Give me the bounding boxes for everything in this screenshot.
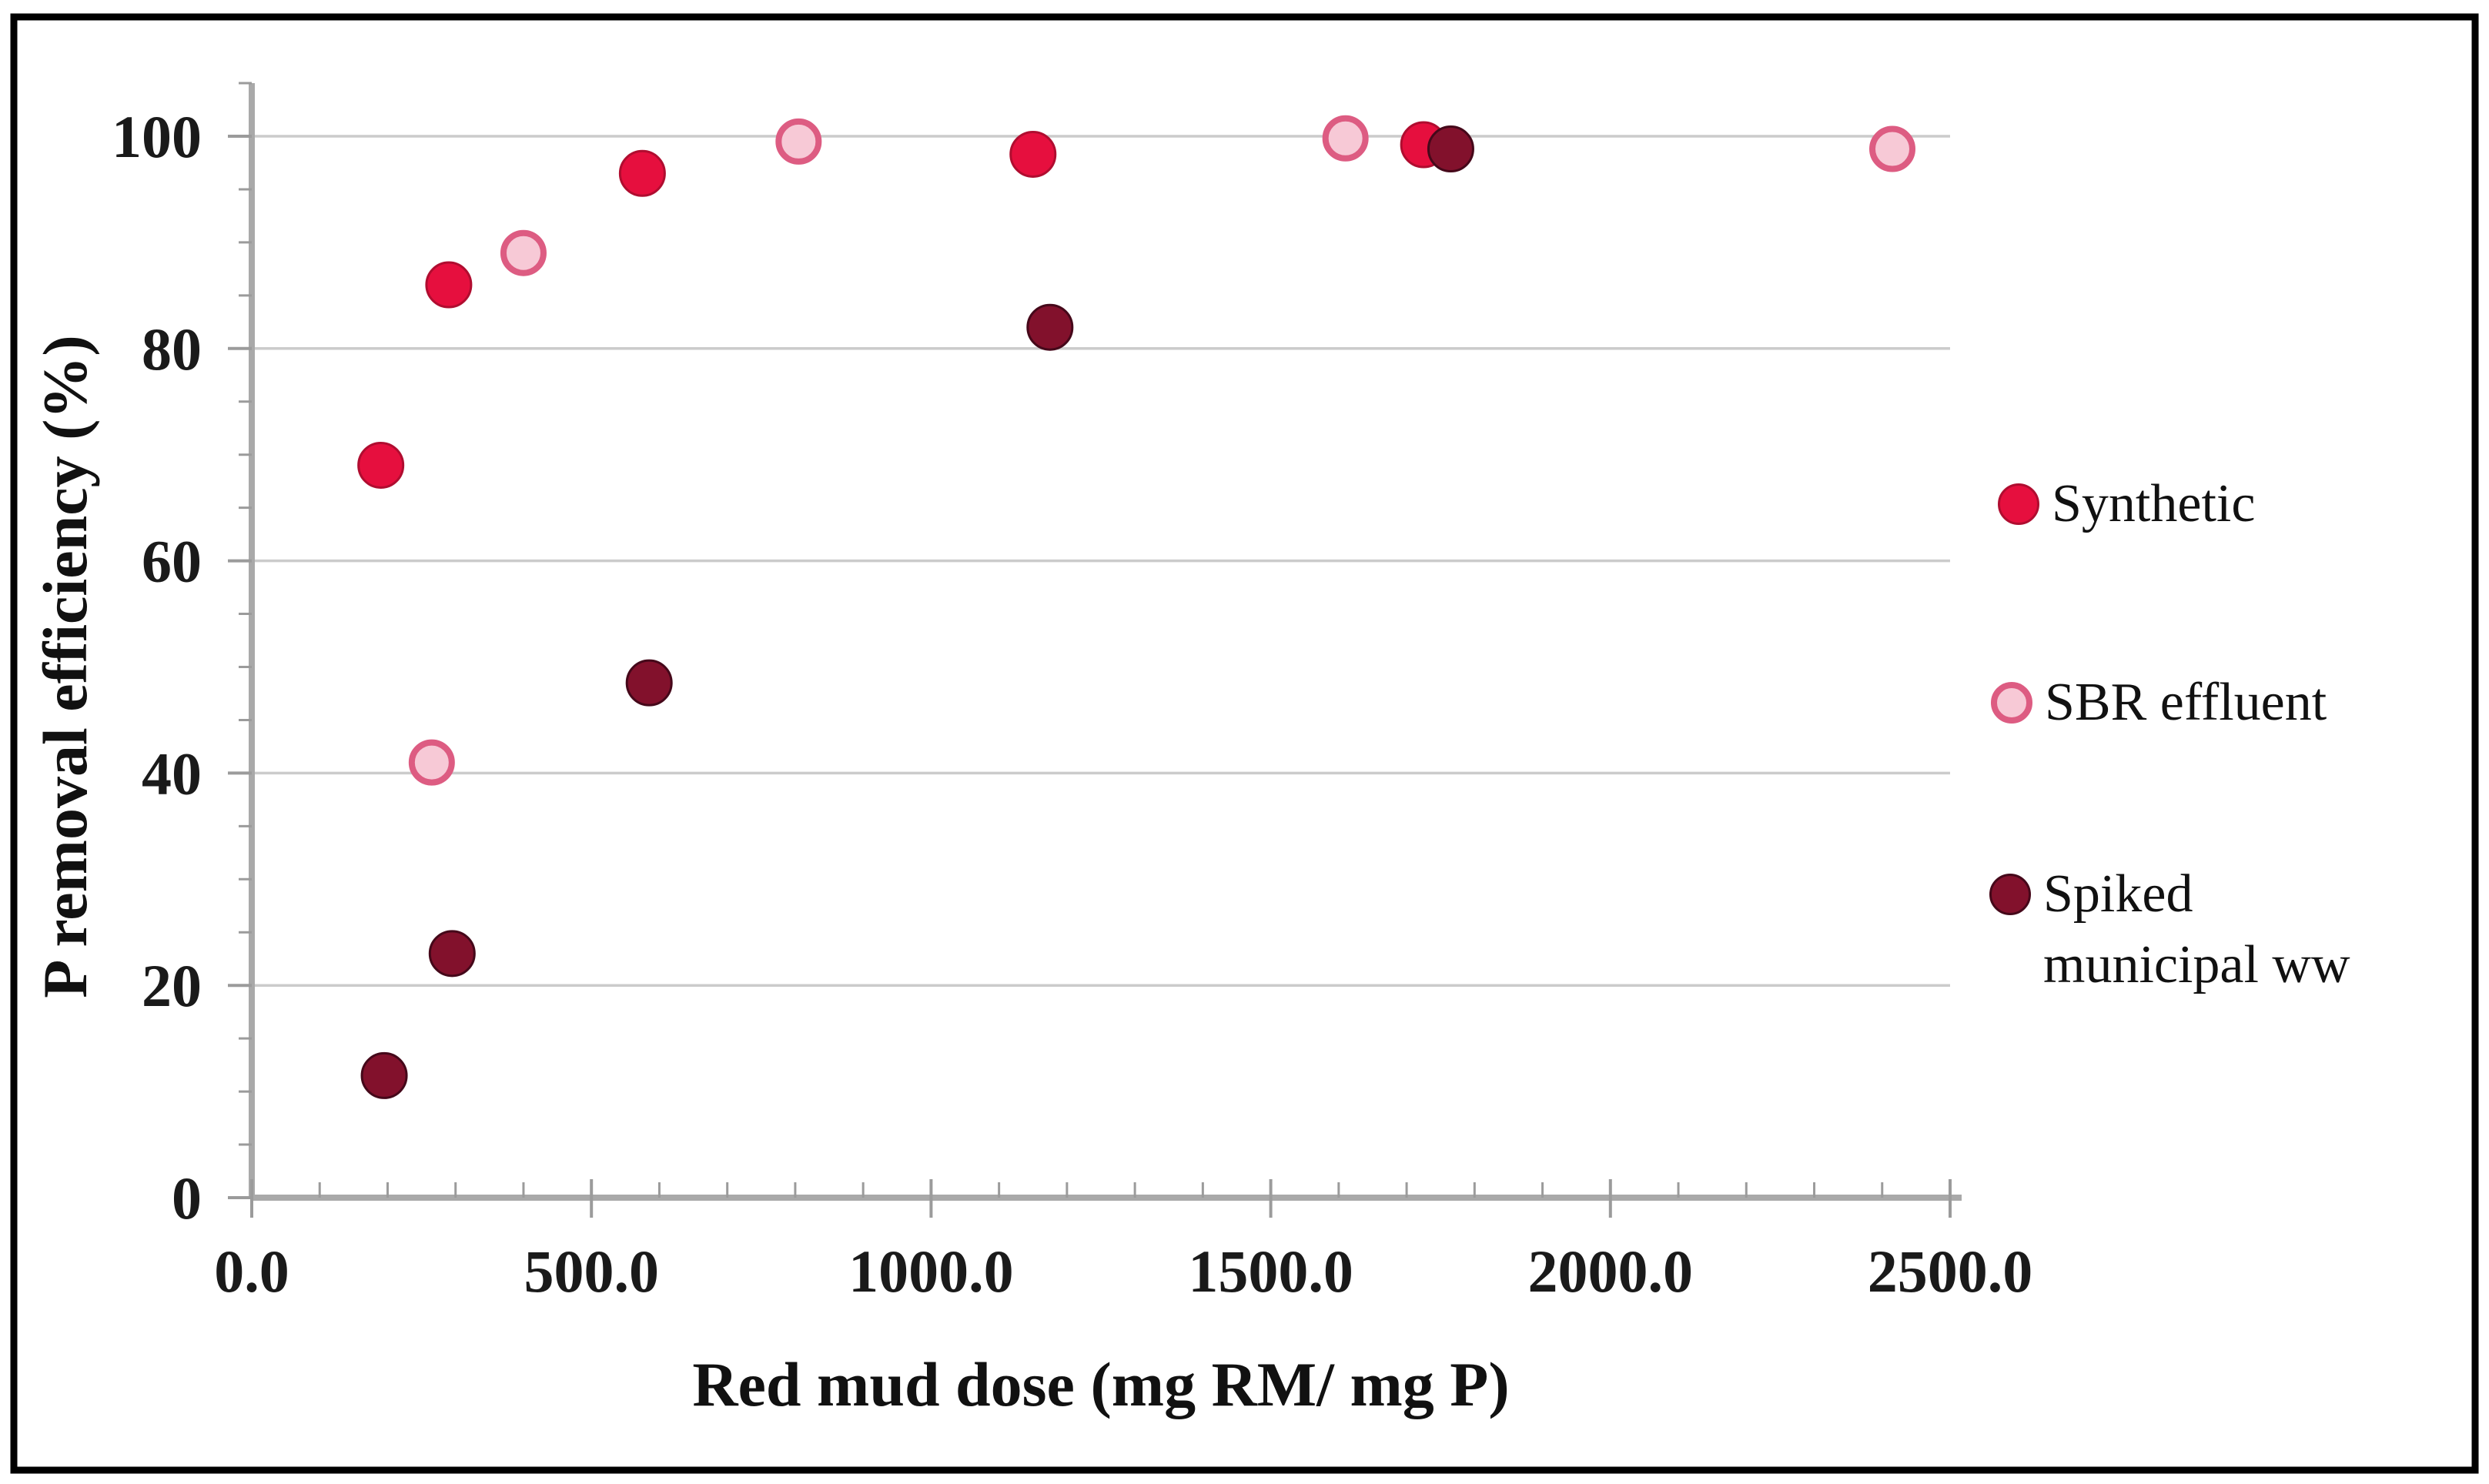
point-sbr-effluent (775, 118, 822, 165)
figure-border (10, 13, 2479, 1474)
y-tick-label-80: 80 (142, 316, 202, 383)
y-tick-label-0: 0 (172, 1165, 202, 1232)
tick-marks (228, 82, 1952, 1218)
point-sbr-effluent (1868, 125, 1915, 172)
axes (249, 83, 1962, 1201)
x-axis-title: Red mud dose (mg RM/ mg P) (692, 1349, 1509, 1419)
x-tick-label-0.0: 0.0 (214, 1238, 289, 1305)
point-sbr-effluent (1322, 115, 1369, 162)
y-tick-label-60: 60 (142, 528, 202, 595)
point-spiked-municipal-ww (1427, 125, 1474, 173)
x-tick-label-500.0: 500.0 (524, 1238, 659, 1305)
point-spiked-municipal-ww (1026, 303, 1074, 351)
gridlines (252, 135, 1950, 987)
point-spiked-municipal-ww (360, 1051, 408, 1099)
point-synthetic (425, 261, 473, 309)
x-tick-label-2000.0: 2000.0 (1528, 1238, 1694, 1305)
x-tick-label-1000.0: 1000.0 (848, 1238, 1014, 1305)
x-tick-label-1500.0: 1500.0 (1188, 1238, 1353, 1305)
y-tick-label-100: 100 (112, 103, 202, 170)
x-tick-label-2500.0: 2500.0 (1868, 1238, 2033, 1305)
y-axis-title: P removal efficiency (%) (30, 335, 100, 998)
point-synthetic (618, 149, 666, 197)
point-synthetic (357, 441, 405, 489)
point-spiked-municipal-ww (428, 930, 476, 978)
y-tick-label-40: 40 (142, 740, 202, 807)
point-sbr-effluent (500, 229, 547, 276)
y-tick-label-20: 20 (142, 952, 202, 1019)
data-points (357, 115, 1915, 1099)
point-synthetic (1009, 130, 1057, 178)
point-sbr-effluent (408, 739, 455, 786)
point-spiked-municipal-ww (625, 659, 673, 707)
